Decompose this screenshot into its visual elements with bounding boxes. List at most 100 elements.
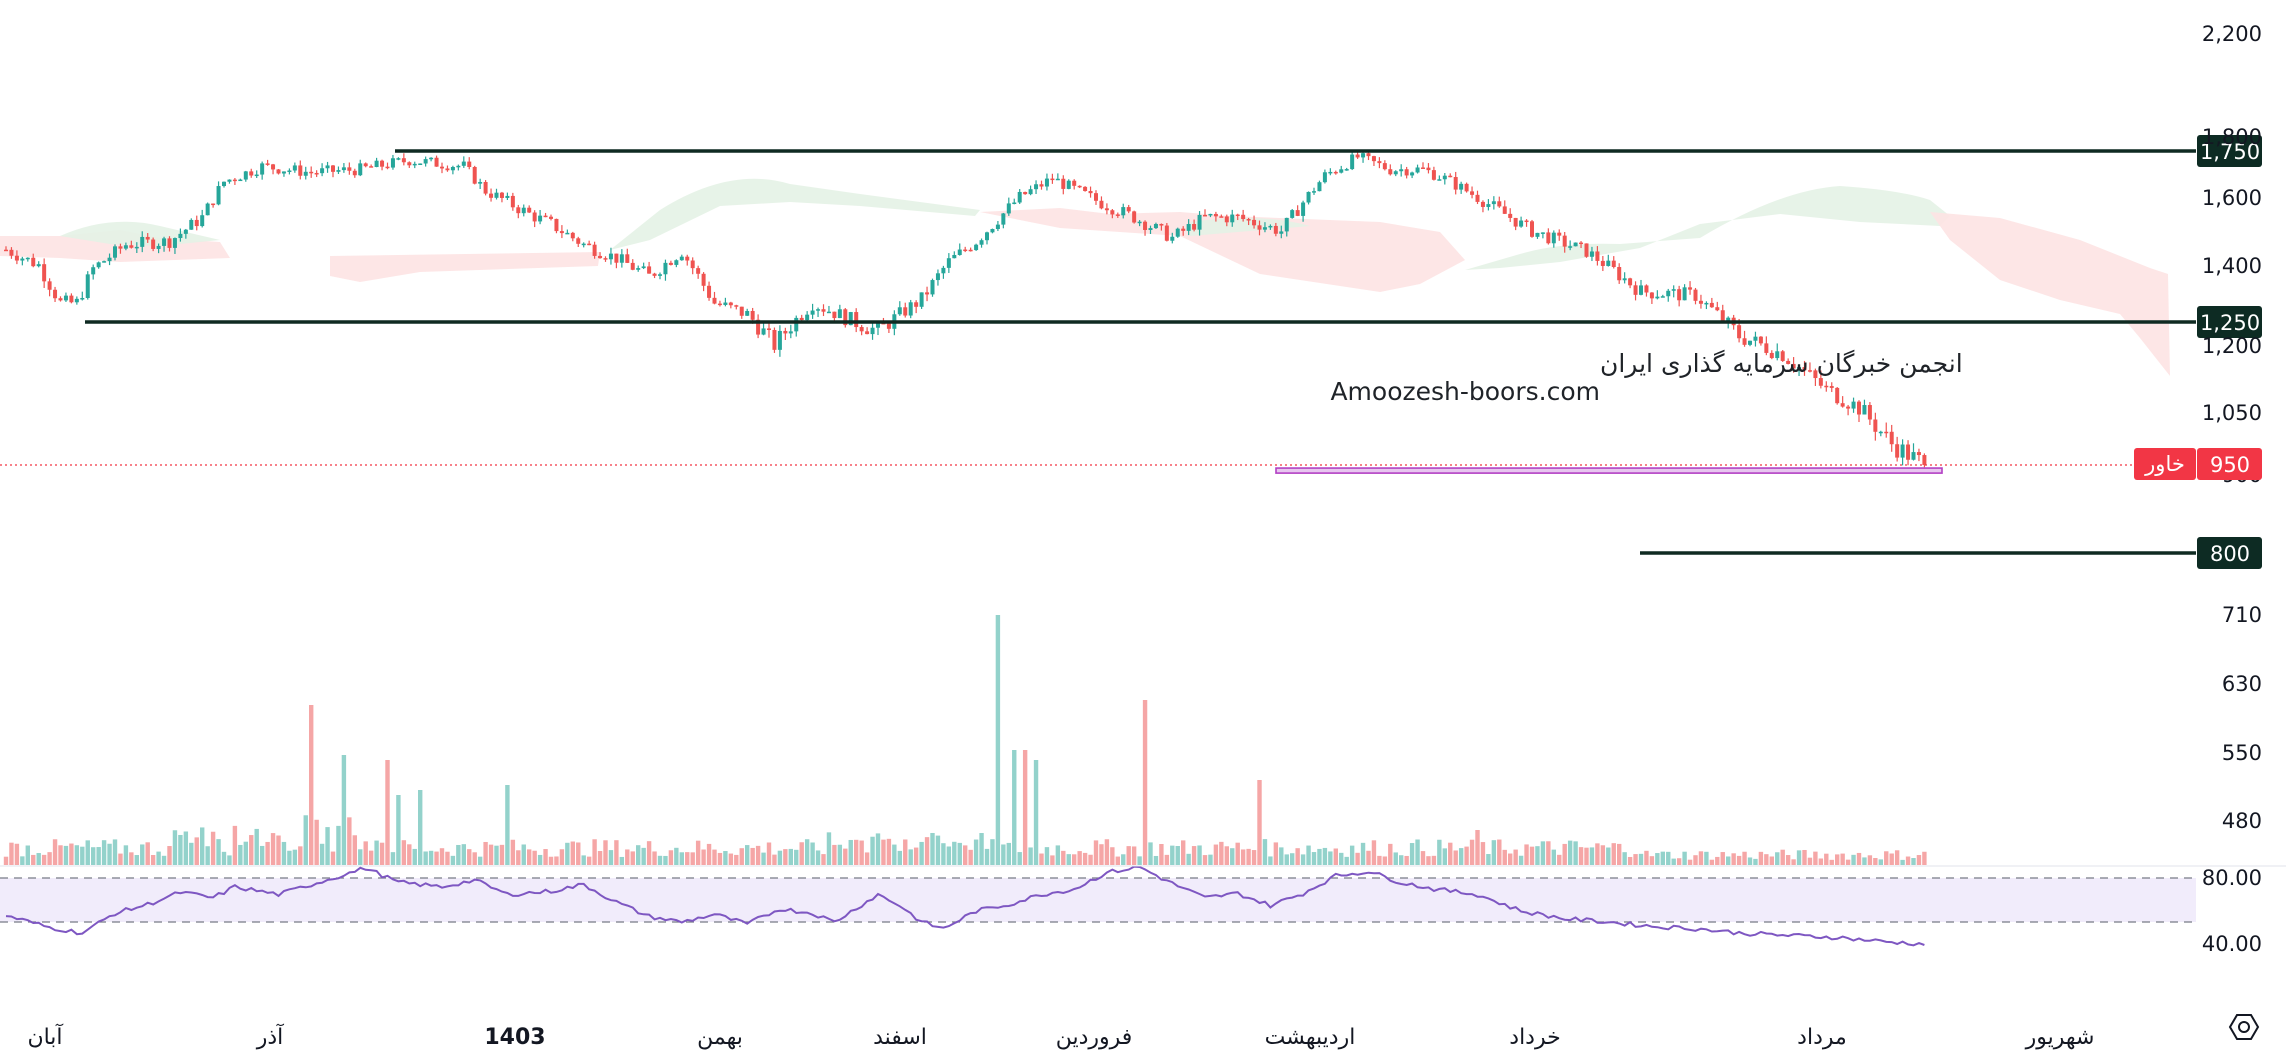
volume-bar xyxy=(1311,852,1317,865)
volume-bar xyxy=(1676,858,1682,865)
candle-body xyxy=(1889,431,1894,445)
volume-bar xyxy=(1780,849,1785,865)
volume-bar xyxy=(494,845,499,865)
candle-body xyxy=(1295,210,1300,216)
candle-body xyxy=(1862,405,1867,415)
candle-body xyxy=(123,245,128,249)
candle-body xyxy=(1693,289,1698,301)
candle-body xyxy=(914,302,919,307)
volume-bar xyxy=(1922,851,1927,865)
candle-body xyxy=(222,181,226,187)
volume-bar xyxy=(755,845,761,865)
volume-bar xyxy=(41,854,47,865)
volume-bar xyxy=(1502,849,1507,865)
cloud-region xyxy=(980,208,1465,292)
candle-body xyxy=(1017,191,1022,203)
candle-body xyxy=(1797,367,1802,369)
volume-bar xyxy=(1344,856,1349,865)
rsi-tick-label: 40.00 xyxy=(2202,932,2262,956)
volume-bar xyxy=(1900,859,1905,865)
settings-icon[interactable] xyxy=(2228,1014,2260,1040)
candle-body xyxy=(1224,216,1229,223)
volume-bar xyxy=(1246,848,1251,865)
candle-body xyxy=(1094,193,1098,201)
candle-body xyxy=(1584,243,1589,257)
volume-bar xyxy=(1567,840,1573,865)
candle-body xyxy=(1061,178,1066,189)
candle-body xyxy=(1306,191,1311,203)
candle-body xyxy=(876,322,880,328)
volume-bar xyxy=(205,846,210,865)
candle-body xyxy=(658,274,662,276)
volume-bar xyxy=(1894,850,1900,865)
candle-body xyxy=(390,158,395,168)
volume-bar xyxy=(892,844,897,865)
volume-bar xyxy=(1867,855,1873,865)
candle-body xyxy=(1104,208,1109,211)
candle-body xyxy=(1704,302,1709,305)
volume-bar xyxy=(1322,847,1328,865)
candle-body xyxy=(641,266,646,269)
volume-bar xyxy=(63,845,69,865)
candle-body xyxy=(679,256,684,261)
volume-bar xyxy=(734,854,739,865)
volume-bar xyxy=(477,856,483,865)
candle-body xyxy=(1344,169,1349,171)
volume-bar xyxy=(788,848,793,865)
volume-bar xyxy=(1480,842,1486,865)
volume-bar xyxy=(1458,848,1464,865)
candle-body xyxy=(963,249,968,252)
volume-bar xyxy=(1448,842,1453,865)
candle-body xyxy=(1644,285,1649,293)
candle-body xyxy=(1611,260,1616,268)
volume-bar xyxy=(1627,856,1633,865)
volume-bar xyxy=(630,851,635,865)
volume-bar xyxy=(592,839,597,865)
candle-body xyxy=(723,302,728,305)
candle-body xyxy=(854,312,859,328)
candle-body xyxy=(1557,232,1562,236)
volume-bar xyxy=(516,850,521,865)
volume-bar xyxy=(1518,855,1524,865)
volume-bar xyxy=(1230,848,1235,865)
volume-bar xyxy=(717,852,723,865)
candle-body xyxy=(254,174,259,177)
candle-body xyxy=(401,158,406,163)
candle-body xyxy=(1824,385,1829,388)
volume-bar xyxy=(1240,849,1246,865)
cloud-region xyxy=(1190,217,1310,236)
time-label: خرداد xyxy=(1509,1025,1560,1050)
volume-bar xyxy=(232,825,238,865)
candle-body xyxy=(1448,175,1453,178)
candle-body xyxy=(1410,172,1415,176)
volume-bar xyxy=(341,755,347,865)
volume-bar xyxy=(1170,845,1175,865)
candle-body xyxy=(156,245,161,249)
candle-body xyxy=(1137,221,1142,224)
candle-body xyxy=(194,219,199,227)
candle-body xyxy=(374,160,379,168)
candle-body xyxy=(456,165,461,168)
volume-bar xyxy=(832,844,837,865)
volume-bar xyxy=(1339,852,1344,865)
candle-body xyxy=(260,163,265,175)
volume-bar xyxy=(745,845,750,865)
volume-bar xyxy=(1224,846,1229,865)
volume-bar xyxy=(200,827,205,865)
candle-body xyxy=(663,262,668,275)
volume-tick-label: 630 xyxy=(2222,672,2262,696)
volume-bar xyxy=(281,841,287,865)
volume-bar xyxy=(1115,856,1120,865)
candle-body xyxy=(1203,214,1207,217)
volume-bar xyxy=(668,850,674,865)
volume-bar xyxy=(1442,848,1447,865)
volume-bar xyxy=(646,841,652,865)
candle-body xyxy=(1660,296,1665,298)
symbol-badge xyxy=(2134,448,2196,480)
volume-bar xyxy=(957,842,962,865)
volume-bar xyxy=(1393,852,1398,865)
candle-body xyxy=(167,238,172,248)
volume-bar xyxy=(1726,856,1731,865)
volume-bar xyxy=(1584,847,1589,865)
